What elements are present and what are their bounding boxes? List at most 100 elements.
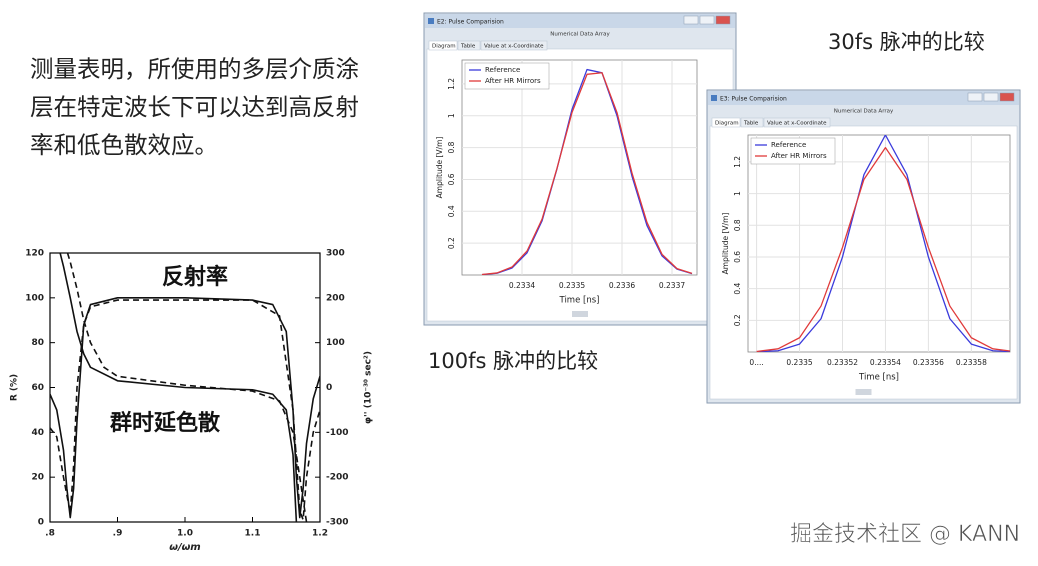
- y-tick-label: 0.4: [733, 282, 742, 294]
- scroll-thumb: [855, 389, 872, 395]
- label-30fs: 30fs 脉冲的比较: [828, 30, 985, 54]
- tab: [457, 40, 481, 51]
- tab-label: Table: [460, 44, 476, 50]
- window-title: E3: Pulse Comparision: [720, 96, 787, 103]
- x-tick-label: 0.2335: [786, 358, 812, 367]
- window-button: [967, 92, 983, 102]
- y-tick-label: 1.2: [447, 78, 456, 90]
- chart: .8 .9 1.0 1.1 1.2 0 20 40 60 80 100 120 -300 -200 -100…: [10, 249, 374, 554]
- x-axis-label: Time [ns]: [559, 296, 600, 306]
- title-bar: [425, 14, 735, 28]
- window-button: [715, 15, 731, 25]
- data-line: [50, 299, 320, 521]
- tab-label: Diagram: [715, 121, 739, 127]
- legend: Reference After HR Mirrors: [464, 62, 550, 90]
- y-axis-label: R (%): [10, 374, 20, 401]
- x-tick-label: 0.23354: [870, 358, 901, 367]
- tab: [740, 117, 764, 128]
- label-100fs: 100fs 脉冲的比较: [428, 349, 598, 373]
- legend-label: Reference: [771, 141, 806, 149]
- legend-label: After HR Mirrors: [771, 152, 827, 160]
- x-axis-label: Time [ns]: [858, 373, 899, 383]
- y-tick-label: 0.2: [733, 314, 742, 326]
- y2-tick-label: 200: [326, 293, 345, 303]
- window-subtitle: Numerical Data Array: [834, 109, 894, 115]
- x-tick-label: 0.23352: [827, 358, 858, 367]
- tab: [711, 117, 741, 128]
- window-button: [999, 92, 1015, 102]
- x-tick-label: 1.1: [245, 529, 261, 539]
- tab: [763, 117, 831, 128]
- y-tick-label: 100: [25, 293, 44, 303]
- y-tick-label: 0.4: [447, 205, 456, 217]
- y-axis-label: Amplitude [V/m]: [721, 213, 730, 275]
- data-line: [66, 253, 308, 522]
- watermark: 掘金技术社区 @ KANN: [790, 522, 1020, 547]
- y-tick-label: 120: [25, 249, 44, 259]
- y-axis-label: Amplitude [V/m]: [435, 137, 444, 199]
- y-tick-label: 0.2: [447, 237, 456, 249]
- plot-area: [461, 59, 698, 276]
- window-button: [683, 15, 699, 25]
- scroll-thumb: [572, 311, 588, 317]
- x-tick-label: 0.2335: [559, 281, 585, 290]
- title-bar: [708, 91, 1019, 105]
- data-line: [756, 135, 1010, 352]
- y2-tick-label: 0: [326, 383, 332, 393]
- data-line: [481, 68, 693, 275]
- legend-box: [464, 62, 550, 90]
- y-tick-label: 40: [31, 428, 44, 438]
- tab-label: Table: [743, 121, 759, 127]
- tab: [428, 40, 458, 51]
- y-tick-label: 80: [31, 338, 44, 348]
- y-tick-label: 60: [31, 383, 44, 393]
- legend-box: [750, 137, 836, 165]
- x-tick-label: 0....: [749, 358, 763, 367]
- x-tick-label: 0.2337: [659, 281, 685, 290]
- legend-label: Reference: [485, 66, 520, 74]
- tab-label: Value at x-Coordinate: [484, 44, 544, 50]
- window-icon: [428, 18, 434, 24]
- y2-tick-label: -300: [326, 518, 349, 528]
- annotation: 反射率: [162, 264, 228, 290]
- chart: 0.2334 0.2335 0.2336 0.2337 0.2 0.4 0.6 0.8 1 1.2…: [435, 59, 698, 306]
- plot-area: [747, 134, 1011, 353]
- y-tick-label: 0: [38, 518, 44, 528]
- paragraph: 测量表明，所使用的多层介质涂层在特定波长下可以达到高反射率和低色散效应。: [30, 55, 359, 159]
- annotation: 群时延色散: [110, 410, 221, 436]
- y2-tick-label: 100: [326, 338, 345, 348]
- window-title: E2: Pulse Comparision: [437, 19, 504, 26]
- data-line: [59, 253, 298, 522]
- window-button: [983, 92, 999, 102]
- y-tick-label: 1: [447, 113, 456, 118]
- window-button: [699, 15, 715, 25]
- y2-tick-label: -100: [326, 428, 349, 438]
- y2-tick-label: -200: [326, 473, 349, 483]
- x-tick-label: .8: [45, 529, 55, 539]
- x-tick-label: 0.23356: [913, 358, 944, 367]
- x-tick-label: 0.2336: [609, 281, 635, 290]
- data-line: [756, 147, 1010, 352]
- chart: 0.... 0.2335 0.23352 0.23354 0.23356 0.23358 0…: [721, 134, 1011, 383]
- y-tick-label: 0.8: [447, 141, 456, 153]
- legend-label: After HR Mirrors: [485, 77, 541, 85]
- y-tick-label: 0.6: [447, 173, 456, 185]
- y-tick-label: 1: [733, 191, 742, 196]
- tab: [480, 40, 548, 51]
- y2-tick-label: 300: [326, 249, 345, 259]
- x-tick-label: 1.0: [177, 529, 193, 539]
- y2-axis-label: φ'' (10⁻³⁰ sec²): [364, 351, 374, 424]
- x-tick-label: 0.2334: [509, 281, 535, 290]
- y-tick-label: 0.8: [733, 219, 742, 231]
- legend: Reference After HR Mirrors: [750, 137, 836, 165]
- y-tick-label: 20: [31, 473, 44, 483]
- y-tick-label: 1.2: [733, 156, 742, 168]
- tab-label: Value at x-Coordinate: [767, 121, 827, 127]
- tab-label: Diagram: [432, 44, 456, 50]
- x-axis-label: ω/ωm: [169, 542, 200, 553]
- data-line: [481, 72, 693, 275]
- window-icon: [711, 95, 717, 101]
- y-tick-label: 0.6: [733, 251, 742, 263]
